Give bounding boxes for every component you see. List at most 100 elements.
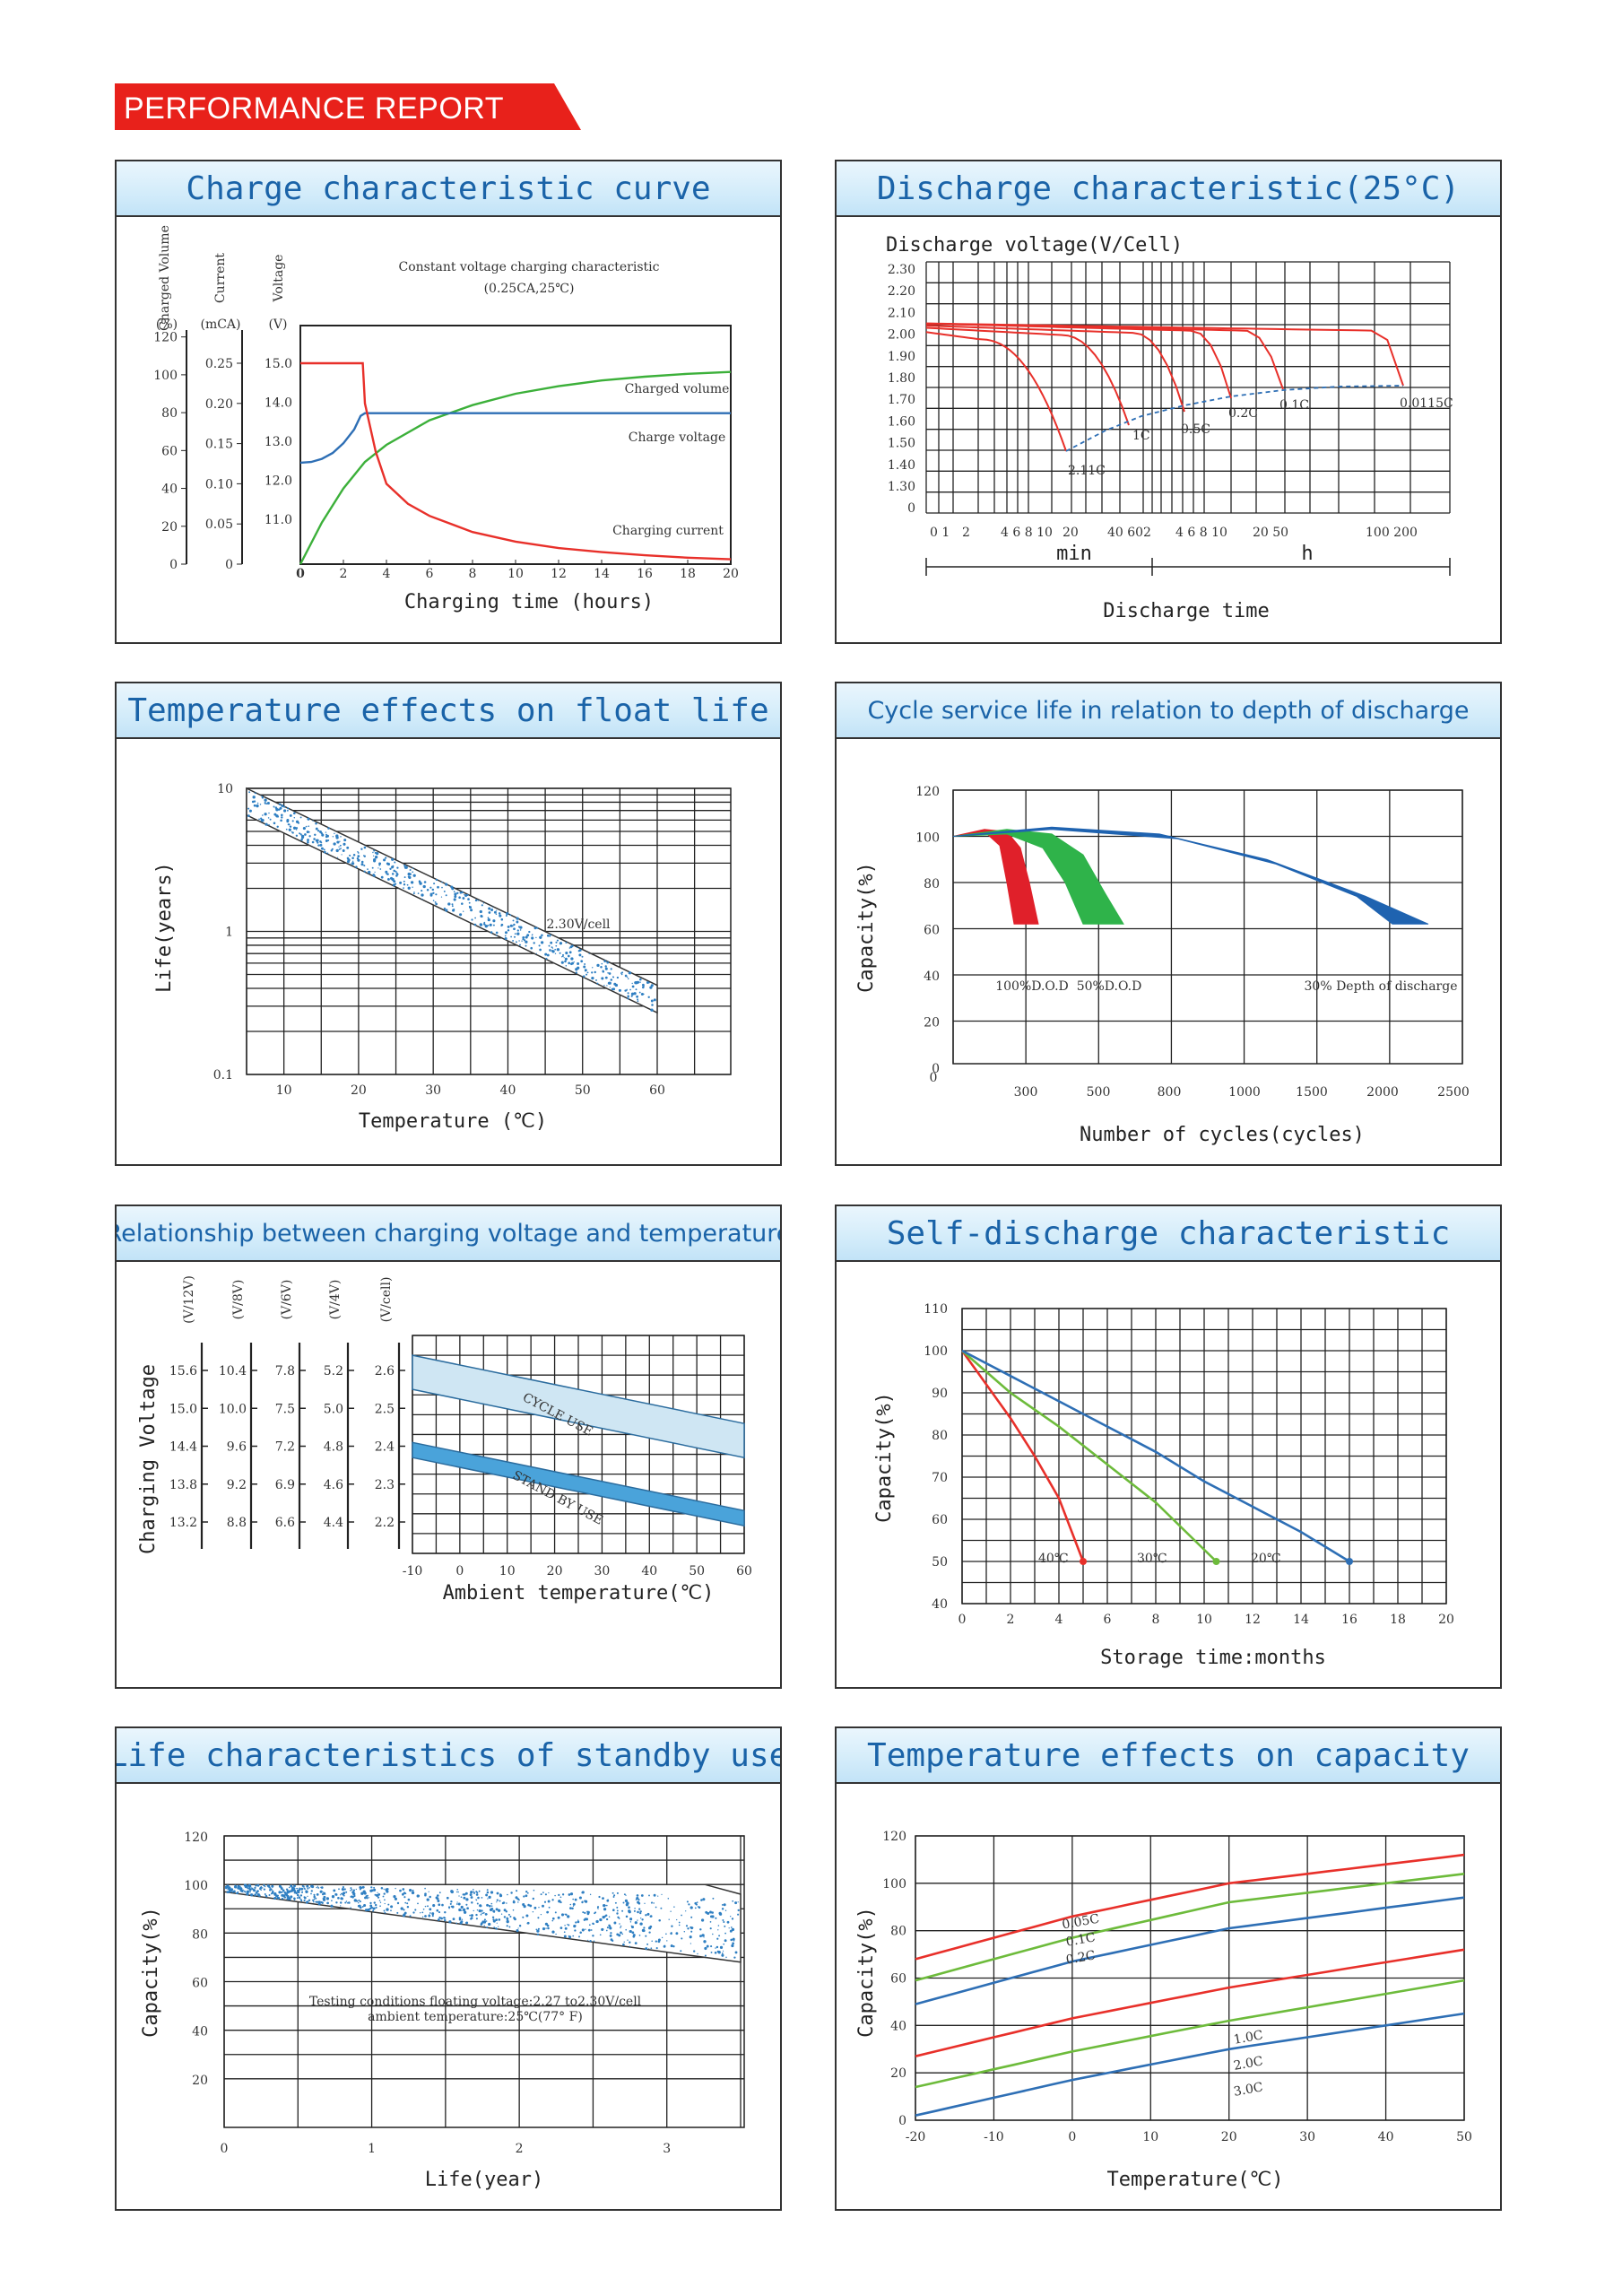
band-speckle [295, 1888, 297, 1890]
band-speckle [710, 1945, 713, 1948]
axis-label-current: Current [213, 253, 228, 303]
band-speckle [281, 1891, 283, 1893]
band-speckle [570, 962, 573, 966]
band-speckle [268, 1894, 271, 1896]
band-speckle [378, 862, 382, 865]
band-speckle [306, 1884, 309, 1888]
band-speckle [492, 1919, 496, 1923]
tick-label-x: 30 [425, 1083, 441, 1098]
band-speckle [488, 907, 491, 910]
band-speckle [613, 1921, 617, 1925]
band-speckle [379, 1905, 381, 1908]
band-speckle [681, 1937, 683, 1940]
band-speckle [374, 1893, 377, 1896]
band-speckle [630, 995, 633, 997]
band-speckle [481, 1897, 483, 1899]
tick-label-x: 20 [1438, 1613, 1454, 1627]
tick-label-y: 60 [192, 1977, 208, 1991]
band-speckle [244, 1891, 247, 1893]
band-speckle [345, 1891, 348, 1893]
band-speckle [317, 844, 320, 847]
band-speckle [321, 1886, 324, 1889]
tick-label-x: 1500 [1296, 1085, 1328, 1100]
band-speckle [516, 932, 520, 935]
scale-tick-label: 13.2 [169, 1516, 197, 1530]
band-speckle [457, 1902, 461, 1906]
band-speckle [685, 1925, 689, 1927]
band-speckle [464, 1892, 468, 1895]
panel-cycle-life: Cycle service life in relation to depth … [835, 682, 1502, 1166]
band-speckle [519, 926, 523, 929]
y-axis-label: Charging Voltage [137, 1364, 160, 1554]
band-speckle [461, 1918, 464, 1920]
band-speckle [268, 1889, 272, 1892]
band-speckle [563, 1931, 566, 1934]
band-speckle [325, 1897, 330, 1900]
band-speckle [569, 1903, 572, 1906]
band-speckle [581, 955, 584, 958]
tick-label-x: 40 [1378, 2130, 1394, 2144]
tick-label-charged-volume: 80 [161, 406, 178, 421]
band-speckle [262, 814, 264, 816]
band-speckle [307, 1887, 309, 1890]
band-speckle [373, 1888, 377, 1892]
band-speckle [634, 1921, 638, 1925]
band-speckle [651, 1940, 653, 1943]
tick-label-x: 4 6 8 10 [1175, 526, 1227, 540]
scale-tick-label: 4.8 [324, 1440, 343, 1455]
band-speckle [516, 929, 519, 932]
band-speckle [450, 1890, 454, 1893]
discharge-chart: Discharge voltage(V/Cell) 2.30 2.20 2.10 2.0… [886, 234, 1453, 622]
band-speckle [456, 1901, 458, 1903]
band-speckle [533, 1889, 535, 1892]
band-speckle [305, 825, 308, 828]
voltage-temperature-chart: Charging Voltage (V/12V) 15.6 15.0 14.4 13.8 1… [137, 1275, 752, 1605]
tick-label-x: 2 [340, 567, 348, 581]
band-speckle [317, 1886, 320, 1889]
band-speckle [724, 1939, 727, 1943]
band-speckle [490, 931, 493, 934]
band-speckle [599, 1918, 603, 1922]
band-speckle [605, 1904, 608, 1907]
series-label: 0.1C [1065, 1930, 1097, 1949]
band-speckle [286, 807, 290, 810]
band-speckle [573, 961, 575, 963]
band-speckle [592, 1922, 594, 1926]
band-speckle [290, 1895, 293, 1899]
band-speckle [345, 1900, 348, 1902]
panel-title: Self-discharge characteristic [837, 1206, 1500, 1262]
band-speckle [627, 1939, 629, 1941]
band-speckle [667, 1898, 670, 1900]
tick-label-y: 80 [924, 877, 940, 891]
band-speckle [495, 913, 498, 916]
band-speckle [247, 1887, 249, 1890]
tick-label-x: 300 [1014, 1085, 1038, 1100]
band-speckle [466, 1907, 469, 1910]
band-speckle [608, 1916, 611, 1918]
band-speckle [557, 1916, 560, 1919]
band-speckle [289, 1898, 291, 1901]
tick-label-x: 10 [1142, 2130, 1158, 2144]
band-speckle [591, 976, 594, 980]
tick-label-y: 80 [192, 1927, 208, 1942]
chart-title: Constant voltage charging characteristic [399, 260, 660, 274]
tick-label-x: 18 [680, 567, 696, 581]
band-speckle [620, 973, 623, 976]
band-speckle [496, 1899, 499, 1901]
band-speckle [330, 1904, 334, 1908]
scale-tick-label: 15.6 [169, 1364, 197, 1378]
tick-label-x: 50 [575, 1083, 591, 1098]
band-speckle [513, 935, 516, 938]
band-speckle [521, 940, 523, 942]
band-speckle [403, 880, 405, 883]
tick-label-origin: 0 [930, 1071, 938, 1085]
band-speckle [409, 869, 412, 871]
band-speckle [612, 1892, 614, 1894]
tick-label-y: 0.1 [213, 1068, 233, 1083]
axis-label-voltage: Voltage [272, 255, 286, 303]
band-speckle [373, 1901, 376, 1904]
band-speckle [670, 1910, 672, 1912]
tick-label-y: 2.00 [888, 328, 915, 343]
band-speckle [360, 1892, 364, 1895]
band-speckle [438, 1916, 441, 1919]
